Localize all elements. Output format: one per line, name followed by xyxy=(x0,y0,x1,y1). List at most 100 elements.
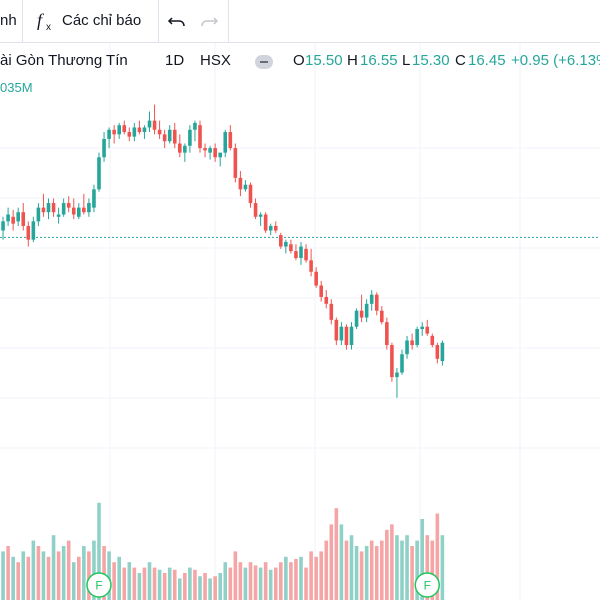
candle-body xyxy=(56,214,61,217)
candle-body xyxy=(188,129,192,146)
volume-bar xyxy=(183,573,187,600)
volume-bar xyxy=(117,556,121,600)
volume-bar xyxy=(294,558,298,600)
candle-body xyxy=(344,326,349,346)
volume-bar xyxy=(329,524,334,600)
high-value: 16.55 xyxy=(360,52,398,69)
candle-body xyxy=(284,241,288,247)
candle-body xyxy=(385,322,389,346)
collapse-legend-button[interactable] xyxy=(255,55,273,69)
candle-body xyxy=(147,120,152,128)
volume-bar xyxy=(304,567,308,600)
candle-body xyxy=(183,145,187,153)
candle-body xyxy=(61,203,66,215)
candle-body xyxy=(309,260,313,272)
candle-body xyxy=(77,207,81,217)
candle-body xyxy=(415,329,419,346)
candle-body xyxy=(92,189,96,208)
volume-bar xyxy=(258,567,263,600)
candle-body xyxy=(203,148,207,151)
volume-bar xyxy=(137,573,142,600)
toolbar-separator xyxy=(228,0,229,42)
candle-body xyxy=(425,326,430,334)
candle-body xyxy=(46,203,51,213)
symbol-title[interactable]: ài Gòn Thương Tín xyxy=(0,52,128,69)
top-toolbar: nh f x Các chỉ báo xyxy=(0,0,600,43)
volume-bar xyxy=(61,546,66,600)
candle-body xyxy=(314,271,318,286)
candle-body xyxy=(1,221,5,231)
volume-bar xyxy=(112,562,116,600)
candle-body xyxy=(329,303,334,320)
candle-body xyxy=(324,296,329,304)
candle-body xyxy=(167,129,172,142)
candle-body xyxy=(380,310,384,323)
volume-bar xyxy=(71,562,76,600)
volume-bar xyxy=(415,540,419,600)
candle-body xyxy=(228,132,233,149)
volume-bar xyxy=(268,569,273,600)
volume-bar xyxy=(31,540,36,600)
function-icon: f x xyxy=(37,10,51,33)
candle-body xyxy=(258,214,263,217)
volume-bar xyxy=(324,540,329,600)
volume-bar xyxy=(66,540,71,600)
high-label: H xyxy=(347,52,358,69)
candle-body xyxy=(440,342,445,362)
volume-bar xyxy=(238,562,243,600)
volume-bar xyxy=(198,576,202,600)
volume-bar xyxy=(420,519,424,600)
volume-bar xyxy=(263,562,268,600)
volume-bar xyxy=(273,567,278,600)
volume-bar xyxy=(410,546,414,600)
candle-body xyxy=(162,134,167,142)
candle-body xyxy=(178,143,182,153)
candle-body xyxy=(16,212,20,222)
volume-bar xyxy=(253,565,258,600)
candle-body xyxy=(97,157,101,190)
volume-bar xyxy=(289,562,293,600)
exchange-label: HSX xyxy=(200,52,231,69)
volume-bar xyxy=(440,535,445,600)
toolbar-left-fragment[interactable]: nh xyxy=(0,12,17,29)
candle-body xyxy=(279,235,283,247)
candle-body xyxy=(395,372,399,378)
volume-bar xyxy=(142,567,147,600)
volume-bar xyxy=(369,540,374,600)
volume-bar xyxy=(385,529,389,600)
candle-body xyxy=(420,326,424,330)
volume-bar xyxy=(314,556,318,600)
volume-bar xyxy=(248,562,253,600)
volume-bar xyxy=(122,567,127,600)
volume-bar xyxy=(51,535,56,600)
volume-bar xyxy=(26,556,31,600)
candle-body xyxy=(31,221,36,240)
volume-bar xyxy=(1,551,5,600)
volume-bar xyxy=(334,508,339,600)
volume-bar xyxy=(92,540,96,600)
volume-bar xyxy=(82,546,86,600)
volume-bar xyxy=(233,551,238,600)
redo-icon[interactable] xyxy=(196,8,222,34)
indicators-button[interactable]: f x Các chỉ báo xyxy=(30,0,150,42)
volume-bar xyxy=(107,551,111,600)
undo-icon[interactable] xyxy=(164,8,190,34)
candle-body xyxy=(374,294,379,311)
volume-bar xyxy=(132,567,137,600)
candle-body xyxy=(238,177,243,190)
candle-body xyxy=(299,246,303,259)
interval-label[interactable]: 1D xyxy=(165,52,185,69)
event-circle xyxy=(414,572,440,598)
volume-bar xyxy=(46,556,51,600)
candle-body xyxy=(364,303,369,318)
candle-body xyxy=(263,214,268,231)
volume-bar xyxy=(193,569,197,600)
candle-body xyxy=(400,354,404,373)
volume-bar xyxy=(188,567,192,600)
volume-bar xyxy=(102,546,106,600)
volume-bar xyxy=(11,556,15,600)
candle-body xyxy=(26,225,31,240)
toolbar-separator xyxy=(22,0,23,42)
volume-bar xyxy=(218,573,222,600)
